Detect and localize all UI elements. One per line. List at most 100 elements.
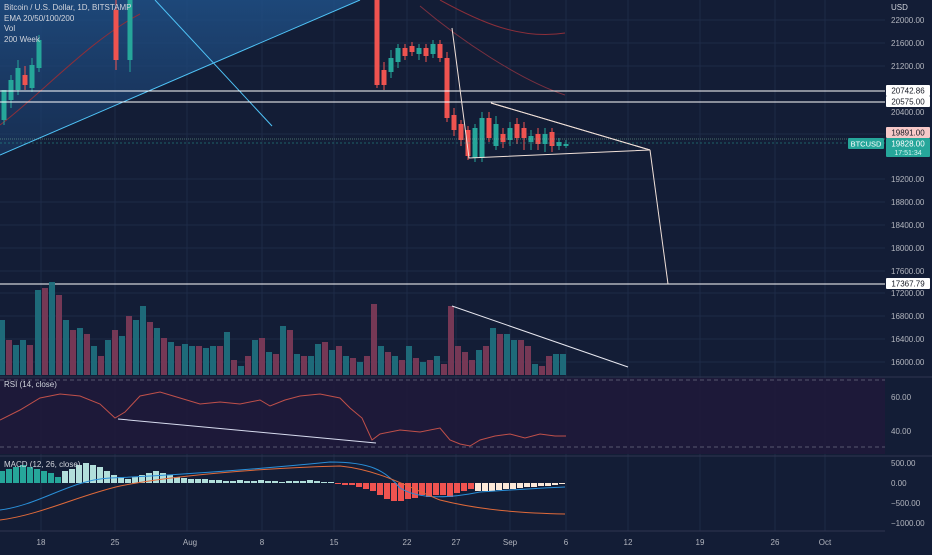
- price-axis-label: 18000.00: [891, 244, 925, 253]
- badge-support-text: 17367.79: [891, 280, 925, 289]
- macd-histogram-bar: [538, 483, 544, 486]
- volume-bar: [476, 350, 482, 375]
- rsi-axis[interactable]: 60.00 40.00: [891, 393, 912, 436]
- volume-bar: [350, 358, 356, 375]
- candle-body: [493, 124, 499, 146]
- macd-histogram-bar: [349, 483, 355, 485]
- macd-histogram-bar: [160, 473, 166, 483]
- macd-histogram-bar: [244, 481, 250, 483]
- macd-histogram-bar: [461, 483, 467, 491]
- macd-legend[interactable]: MACD (12, 26, close): [4, 460, 81, 469]
- volume-bar: [378, 346, 384, 375]
- volume-bar: [357, 362, 363, 375]
- macd-histogram-bar: [272, 481, 278, 483]
- macd-histogram-bar: [419, 483, 425, 495]
- volume-bar: [532, 364, 538, 375]
- rsi-pane-background: [0, 378, 885, 454]
- candle-body: [486, 118, 492, 138]
- macd-histogram-bar: [391, 483, 397, 501]
- volume-bar: [490, 328, 496, 375]
- macd-histogram-bar: [286, 481, 292, 483]
- macd-axis[interactable]: 500.00 0.00 −500.00 −1000.00: [891, 459, 925, 528]
- candle-body: [521, 128, 527, 138]
- volume-bar: [154, 328, 160, 375]
- macd-histogram-bar: [97, 467, 103, 483]
- candle-body: [451, 115, 457, 130]
- macd-axis-label: −1000.00: [891, 519, 925, 528]
- macd-histogram-bar: [83, 463, 89, 483]
- price-axis[interactable]: 22000.00 21600.00 21200.00 20400.00 19200.00…: [891, 16, 925, 367]
- macd-histogram-bar: [531, 483, 537, 487]
- time-axis-label: 6: [564, 538, 569, 547]
- macd-histogram-bar: [356, 483, 362, 487]
- time-axis-label: 26: [771, 538, 780, 547]
- macd-histogram-bar: [118, 477, 124, 483]
- rsi-axis-label: 60.00: [891, 393, 912, 402]
- volume-bar: [427, 360, 433, 375]
- ema-long-line: [419, 5, 566, 96]
- macd-histogram-bar: [482, 483, 488, 491]
- macd-histogram-bar: [188, 479, 194, 483]
- volume-bar: [553, 354, 559, 375]
- time-axis[interactable]: 18 25 Aug 8 15 22 27 Sep 6 12 19 26 Oct: [37, 538, 832, 547]
- macd-axis-label: −500.00: [891, 499, 921, 508]
- volume-bar: [441, 364, 447, 375]
- macd-histogram-bar: [209, 480, 215, 483]
- candle-body: [444, 58, 450, 118]
- price-axis-label: 16000.00: [891, 358, 925, 367]
- macd-histogram-bar: [335, 483, 341, 484]
- volume-trendline: [451, 305, 629, 368]
- volume-bar: [497, 334, 503, 375]
- candle-body: [388, 58, 394, 72]
- volume-bar: [6, 340, 12, 375]
- volume-bar: [168, 342, 174, 375]
- macd-histogram-bar: [363, 483, 369, 489]
- volume-bar: [315, 344, 321, 375]
- volume-bar: [385, 352, 391, 375]
- badge-level-upper: 20742.86: [886, 85, 930, 96]
- volume-bar: [175, 346, 181, 375]
- volume-bar: [112, 330, 118, 375]
- volume-bar: [322, 342, 328, 375]
- volume-bar: [238, 366, 244, 375]
- macd-histogram-bar: [307, 480, 313, 483]
- candle-body: [458, 124, 464, 140]
- time-axis-label: 19: [696, 538, 705, 547]
- macd-histogram-bar: [111, 475, 117, 483]
- volume-bar: [469, 360, 475, 375]
- volume-bar: [42, 288, 48, 375]
- volume-bar: [539, 366, 545, 375]
- macd-histogram-bar: [496, 483, 502, 490]
- macd-histogram-bar: [265, 481, 271, 483]
- symbol-tag[interactable]: BTCUSD: [848, 138, 884, 149]
- macd-histogram-bar: [440, 483, 446, 495]
- macd-histogram-bar: [454, 483, 460, 493]
- price-axis-label: 17600.00: [891, 267, 925, 276]
- candle-body: [556, 142, 562, 146]
- macd-histogram-bar: [559, 483, 565, 484]
- macd-histogram-bar: [41, 471, 47, 483]
- badge-support: 17367.79: [886, 278, 930, 289]
- chart-grid: [0, 0, 885, 531]
- volume-bar: [392, 356, 398, 375]
- candle-body: [381, 70, 387, 85]
- rsi-legend[interactable]: RSI (14, close): [4, 380, 57, 389]
- macd-line: [0, 461, 566, 511]
- badge-level-upper-text: 20742.86: [891, 87, 925, 96]
- macd-histogram-bar: [48, 473, 54, 483]
- macd-histogram-bar: [223, 481, 229, 483]
- volume-bar: [126, 316, 132, 375]
- macd-histogram-bar: [27, 467, 33, 483]
- symbol-tag-text: BTCUSD: [851, 140, 882, 149]
- volume-bar: [259, 338, 265, 375]
- volume-bar: [224, 332, 230, 375]
- time-axis-label: 15: [330, 538, 339, 547]
- macd-histogram-bar: [69, 469, 75, 483]
- macd-histogram-bar: [468, 483, 474, 489]
- volume-bar: [20, 340, 26, 375]
- macd-histogram-bar: [279, 482, 285, 483]
- volume-bar: [27, 345, 33, 375]
- macd-histogram-bar: [405, 483, 411, 499]
